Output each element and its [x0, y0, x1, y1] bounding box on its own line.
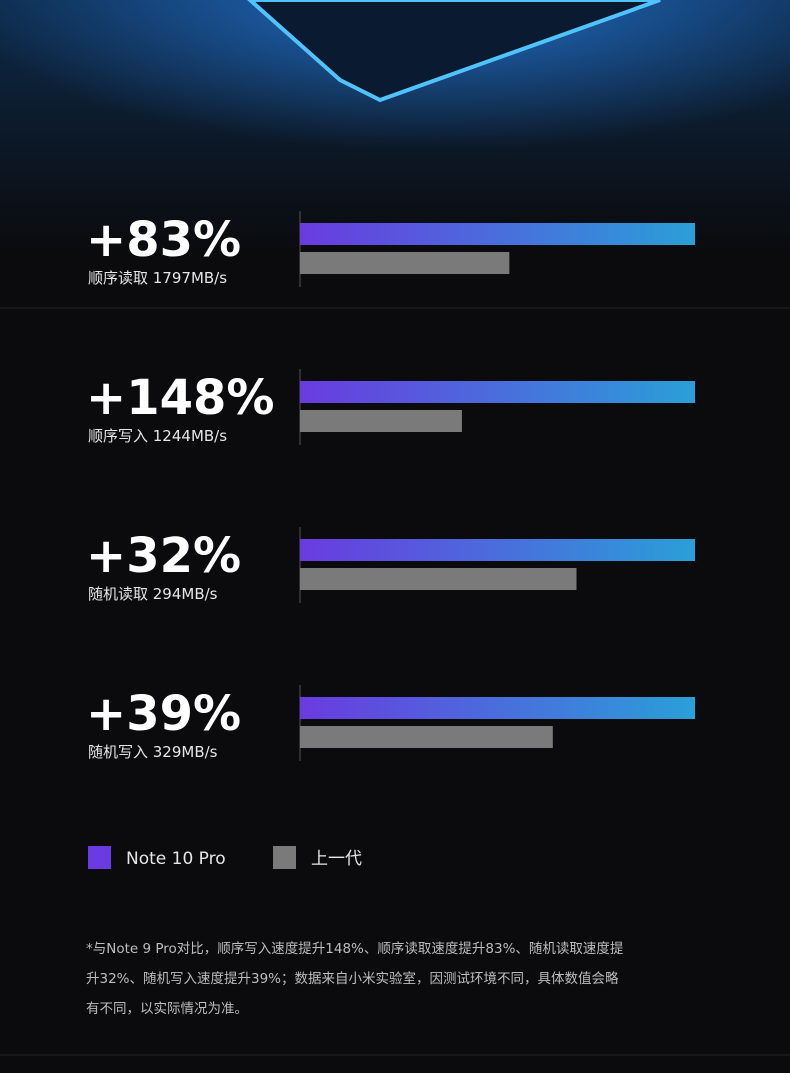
legend-label: Note 10 Pro — [126, 849, 226, 869]
category-label: 随机读取 294MB/s — [88, 585, 218, 603]
bar — [300, 568, 577, 590]
bar — [300, 697, 695, 719]
category-label: 随机写入 329MB/s — [88, 743, 218, 761]
headline: +148% — [86, 370, 275, 426]
legend-label: 上一代 — [311, 849, 362, 869]
category-label: 顺序写入 1244MB/s — [88, 427, 227, 445]
bar — [300, 726, 553, 748]
bar — [300, 252, 510, 274]
bar — [300, 410, 462, 432]
legend-swatch — [88, 846, 111, 869]
category-label: 顺序读取 1797MB/s — [88, 269, 227, 287]
bar — [300, 223, 695, 245]
bar — [300, 539, 695, 561]
legend-swatch — [273, 846, 296, 869]
headline: +39% — [86, 686, 241, 742]
bar — [300, 381, 695, 403]
footnote: *与Note 9 Pro对比，顺序写入速度提升148%、顺序读取速度提升83%、… — [86, 941, 624, 957]
chip — [246, 0, 661, 103]
footnote: 升32%、随机写入速度提升39%；数据来自小米实验室，因测试环境不同，具体数值会… — [86, 970, 619, 987]
headline: +32% — [86, 528, 241, 584]
headline: +83% — [86, 212, 241, 268]
footnote: 有不同，以实际情况为准。 — [86, 1001, 248, 1017]
